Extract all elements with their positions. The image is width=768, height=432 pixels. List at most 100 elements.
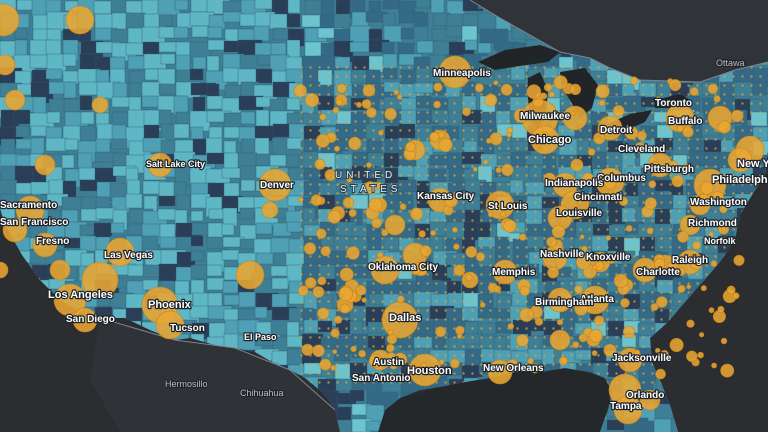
population-bubble [327, 210, 342, 224]
population-bubble [488, 212, 494, 218]
population-bubble [669, 337, 684, 352]
population-bubble [53, 283, 87, 317]
population-bubble [653, 258, 666, 270]
city-label-columbus[interactable]: Columbus [596, 172, 648, 185]
population-bubble [676, 125, 684, 133]
city-label-knoxville[interactable]: Knoxville [585, 251, 632, 264]
population-bubble [348, 209, 357, 218]
city-label-kansas-city[interactable]: Kansas City [416, 190, 476, 203]
city-label-charlotte[interactable]: Charlotte [635, 266, 682, 279]
population-bubble [315, 133, 330, 148]
population-bubble [0, 54, 16, 76]
city-label-las-vegas[interactable]: Las Vegas [103, 249, 155, 262]
city-label-tucson[interactable]: Tucson [169, 322, 206, 335]
city-label-ottawa[interactable]: Ottawa [715, 57, 746, 69]
city-label-san-antonio[interactable]: San Antonio [351, 372, 412, 385]
city-label-los-angeles[interactable]: Los Angeles [47, 288, 114, 302]
population-bubble [654, 347, 661, 354]
population-bubble [333, 145, 340, 152]
city-label-new-orleans[interactable]: New Orleans [482, 362, 545, 375]
population-bubble [575, 254, 591, 270]
city-label-jacksonville[interactable]: Jacksonville [611, 352, 673, 365]
city-label-chicago[interactable]: Chicago [527, 133, 573, 147]
city-label-cincinnati[interactable]: Cincinnati [573, 191, 624, 204]
population-bubble [527, 357, 534, 365]
population-bubble [355, 284, 367, 296]
city-label-san-diego[interactable]: San Diego [65, 313, 116, 326]
city-label-cleveland[interactable]: Cleveland [617, 143, 667, 156]
city-label-new-york[interactable]: New York [736, 157, 768, 171]
city-label-phoenix[interactable]: Phoenix [147, 298, 193, 312]
population-bubble [551, 225, 566, 239]
population-bubble [670, 114, 677, 122]
city-label-raleigh[interactable]: Raleigh [671, 254, 710, 267]
population-bubble [727, 147, 753, 173]
population-bubble [493, 80, 499, 86]
city-label-el-paso[interactable]: El Paso [243, 331, 278, 343]
city-label-dallas[interactable]: Dallas [388, 311, 423, 325]
city-label-milwaukee[interactable]: Milwaukee [519, 110, 572, 123]
city-label-philadelphia[interactable]: Philadelphia [711, 173, 768, 187]
population-bubble [677, 231, 689, 243]
city-label-buffalo[interactable]: Buffalo [667, 115, 704, 128]
population-bubble [298, 196, 304, 203]
population-bubble [358, 349, 366, 358]
city-label-nashville[interactable]: Nashville [539, 248, 586, 261]
population-bubble [346, 246, 360, 260]
city-label-tampa[interactable]: Tampa [609, 400, 643, 413]
population-bubble [386, 333, 398, 345]
city-label-birmingham[interactable]: Birmingham [534, 296, 595, 309]
city-label-oklahoma-city[interactable]: Oklahoma City [367, 261, 440, 274]
population-bubble [660, 349, 669, 359]
city-label-houston[interactable]: Houston [406, 364, 453, 378]
city-label-pittsburgh[interactable]: Pittsburgh [643, 163, 695, 176]
population-bubble [547, 266, 559, 279]
city-label-sacramento[interactable]: Sacramento [0, 199, 58, 212]
city-label-austin[interactable]: Austin [372, 356, 406, 369]
population-bubble [451, 226, 458, 233]
city-label-minneapolis[interactable]: Minneapolis [432, 67, 493, 80]
city-label-orlando[interactable]: Orlando [625, 389, 666, 402]
city-label-denver[interactable]: Denver [259, 179, 295, 192]
population-bubble [718, 223, 730, 235]
city-label-san-francisco[interactable]: San Francisco [0, 216, 70, 229]
place-label-hermosillo[interactable]: Hermosillo [164, 378, 209, 390]
population-bubble [553, 75, 568, 90]
population-bubble [618, 196, 629, 206]
population-bubble [556, 319, 564, 326]
population-bubble [330, 364, 337, 371]
population-bubble [375, 182, 383, 190]
population-bubble [492, 259, 518, 285]
city-label-richmond[interactable]: Richmond [687, 217, 738, 230]
population-bubble [465, 246, 478, 258]
city-label-st-louis[interactable]: St Louis [487, 200, 529, 213]
population-bubble [155, 310, 185, 340]
population-bubble [579, 234, 585, 239]
place-label-chihuahua[interactable]: Chihuahua [239, 387, 285, 399]
border-line [469, 0, 768, 83]
city-label-fresno[interactable]: Fresno [35, 235, 71, 248]
city-label-toronto[interactable]: Toronto [654, 97, 693, 110]
population-bubble [731, 109, 744, 123]
population-bubble [444, 194, 458, 208]
population-bubble [363, 181, 377, 195]
population-bubble [605, 252, 617, 264]
population-bubble [595, 84, 610, 99]
population-bubble [456, 333, 463, 340]
city-label-washington[interactable]: Washington [689, 196, 748, 209]
population-bubble [570, 158, 584, 172]
population-bubble [634, 349, 641, 356]
city-label-salt-lake-city[interactable]: Salt Lake City [145, 158, 206, 170]
city-label-memphis[interactable]: Memphis [491, 266, 537, 279]
population-bubble [475, 252, 486, 262]
population-bubble [317, 276, 327, 286]
city-label-louisville[interactable]: Louisville [555, 207, 604, 220]
city-label-norfolk[interactable]: Norfolk [703, 235, 738, 247]
population-bubble [438, 359, 445, 366]
city-label-detroit[interactable]: Detroit [599, 124, 634, 137]
population-bubble [342, 197, 355, 209]
city-label-indianapolis[interactable]: Indianapolis [544, 177, 605, 190]
city-label-atlanta[interactable]: Atlanta [579, 293, 616, 306]
population-bubble [530, 125, 560, 155]
